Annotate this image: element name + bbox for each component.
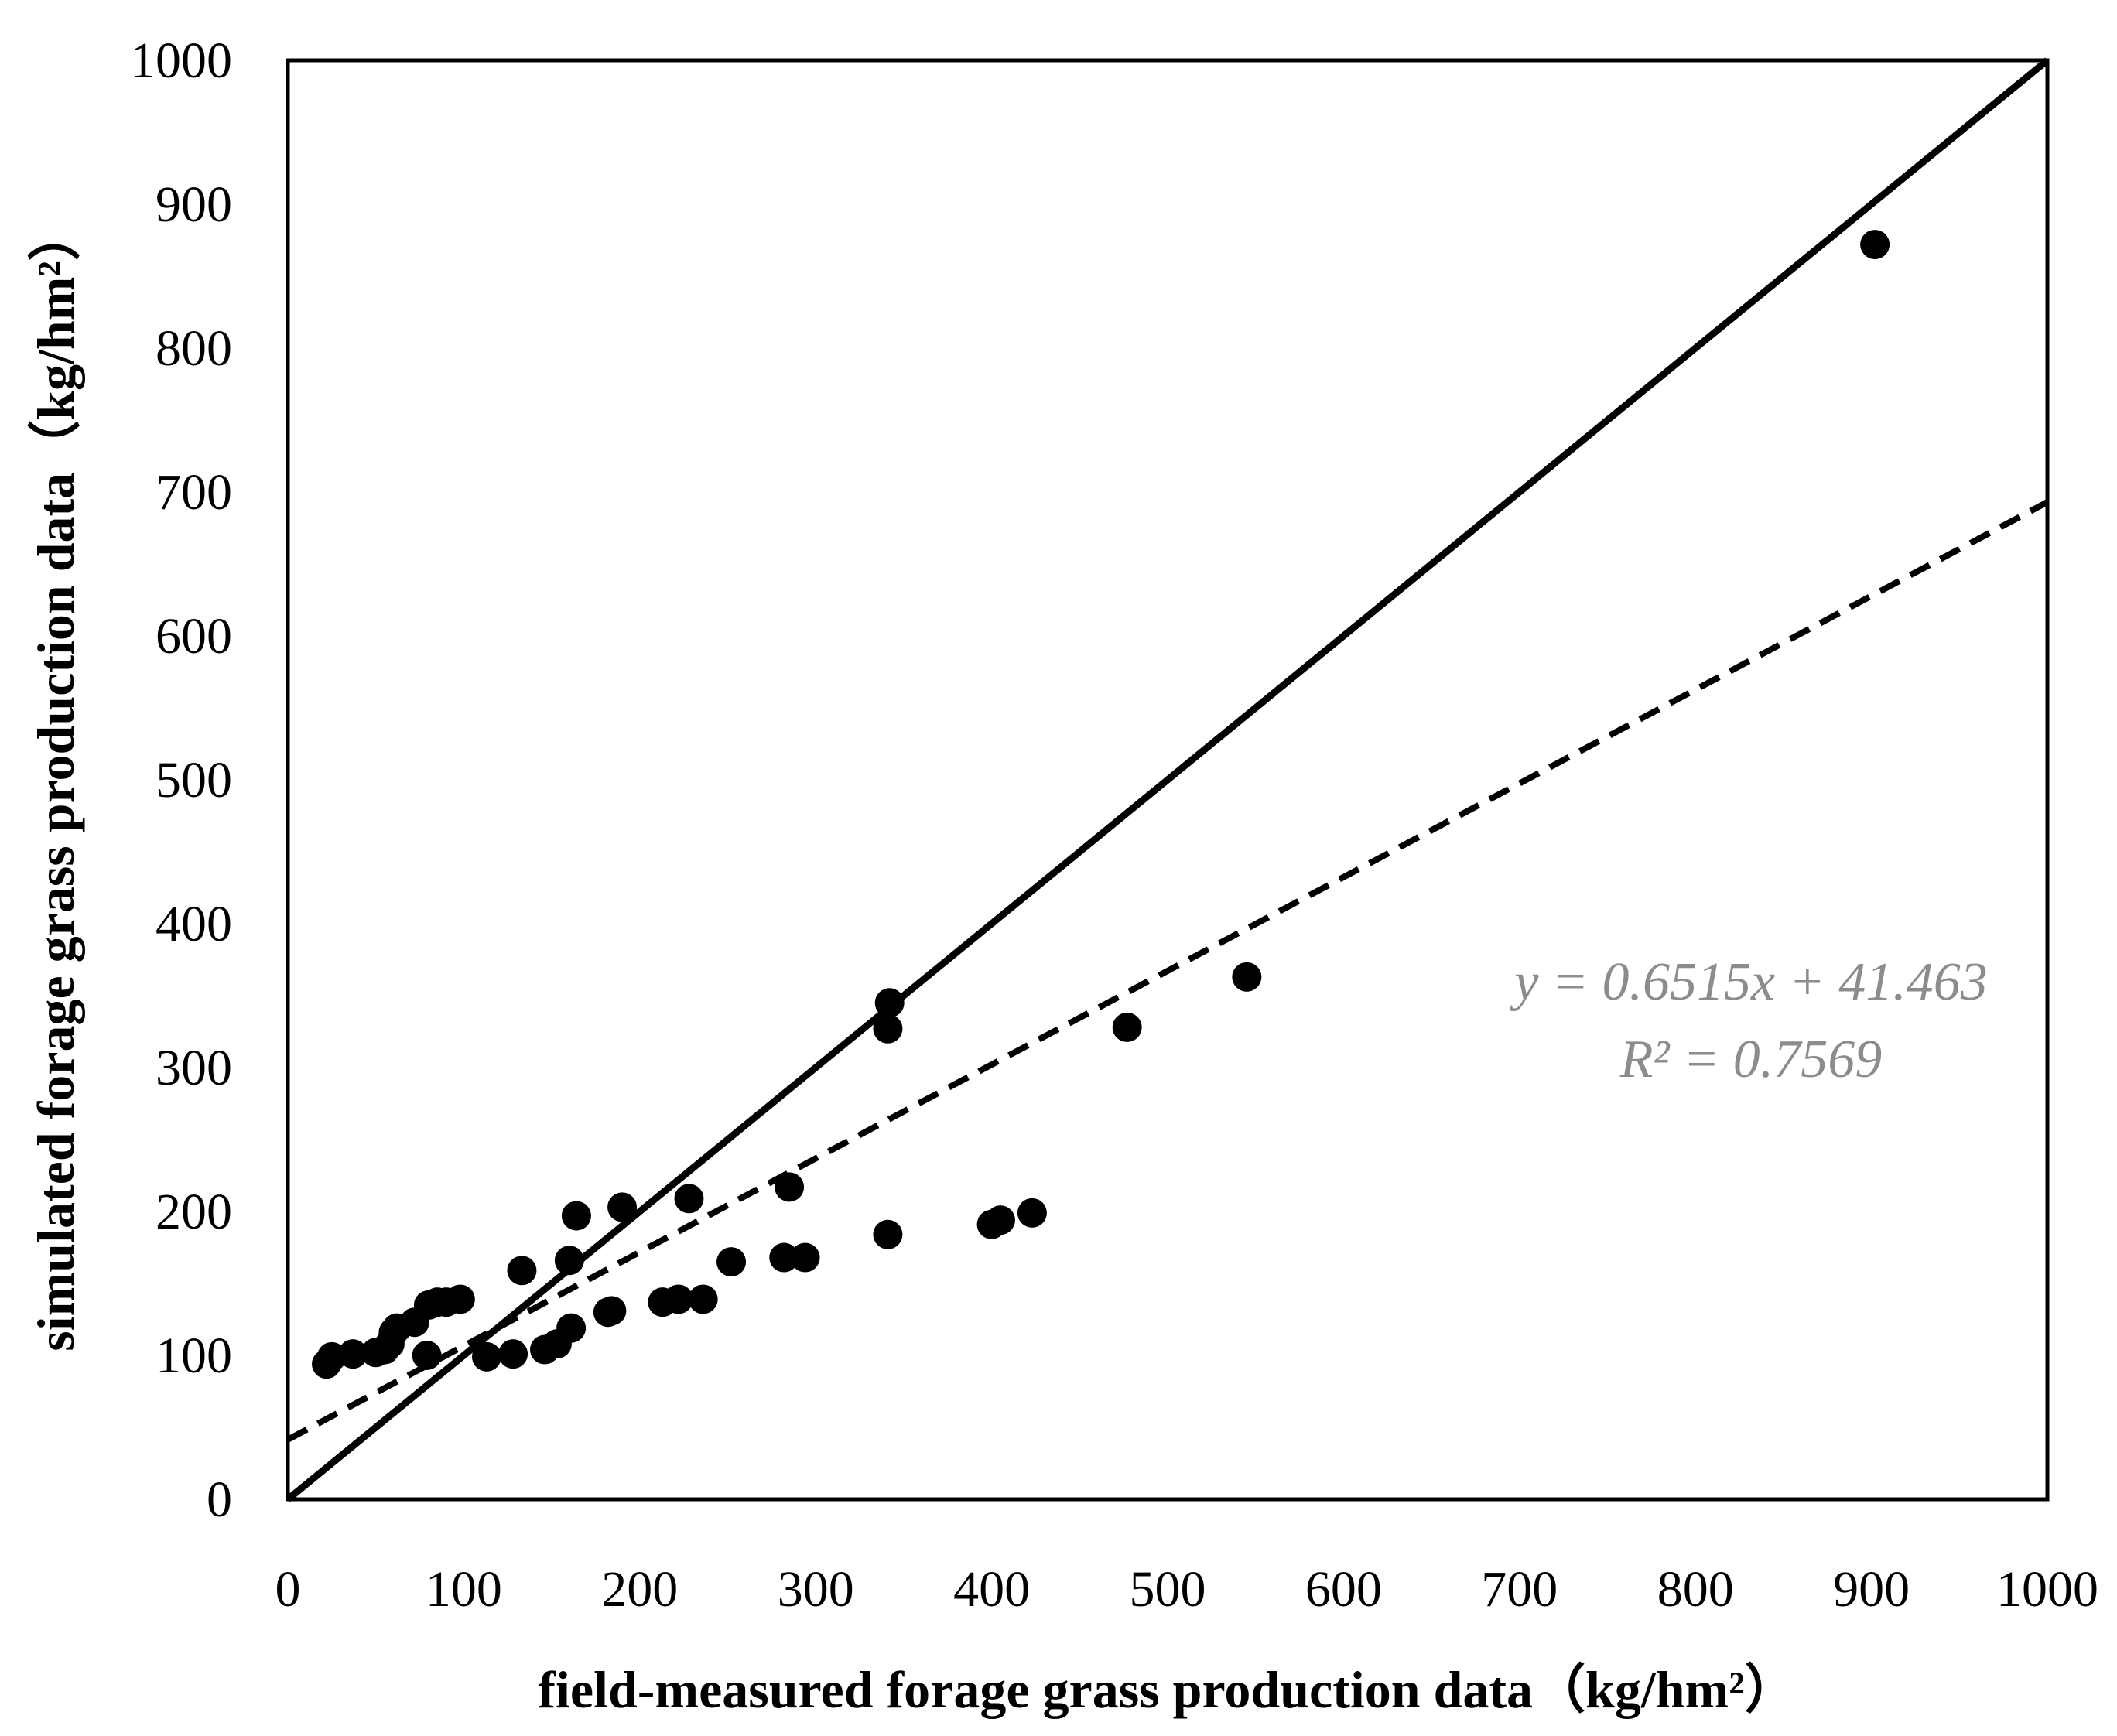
data-point: [498, 1339, 528, 1369]
regression-equation: y = 0.6515x + 41.463: [1510, 952, 1988, 1012]
point-layer: [312, 230, 1890, 1379]
x-tick-label: 0: [275, 1561, 301, 1618]
data-point: [556, 1313, 587, 1343]
y-tick-label: 300: [156, 1040, 232, 1096]
data-point: [445, 1284, 475, 1314]
y-axis-ticks: 0 100 200 300 400 500 600 700 800 900 1000: [130, 32, 232, 1528]
data-point: [554, 1246, 584, 1276]
y-tick-label: 0: [207, 1471, 232, 1528]
data-point: [412, 1341, 442, 1370]
data-point: [769, 1242, 799, 1273]
y-tick-label: 1000: [130, 32, 232, 89]
y-axis-title: simulated forage grass production data（k…: [26, 208, 85, 1351]
data-point: [873, 1013, 903, 1044]
data-point: [607, 1192, 638, 1222]
data-point: [790, 1242, 820, 1273]
data-point: [1017, 1198, 1047, 1228]
x-tick-label: 500: [1130, 1561, 1206, 1618]
x-axis-ticks: 0 100 200 300 400 500 600 700 800 900 1000: [275, 1561, 2099, 1618]
x-axis-title: field-measured forage grass production d…: [538, 1660, 1797, 1719]
data-point: [985, 1205, 1015, 1235]
data-point: [507, 1256, 537, 1286]
y-tick-label: 600: [156, 608, 232, 665]
data-point: [597, 1296, 627, 1326]
data-point: [471, 1341, 501, 1372]
x-tick-label: 400: [953, 1561, 1030, 1618]
y-tick-label: 500: [156, 752, 232, 808]
y-tick-label: 800: [156, 320, 232, 377]
y-tick-label: 900: [156, 176, 232, 233]
plot-area-border: [286, 58, 2050, 1502]
x-tick-label: 900: [1833, 1561, 1910, 1618]
data-point: [1112, 1012, 1142, 1042]
data-point: [663, 1284, 693, 1314]
data-point: [873, 1219, 903, 1249]
data-point: [338, 1339, 368, 1369]
y-tick-label: 100: [156, 1328, 232, 1384]
x-tick-label: 200: [601, 1561, 678, 1618]
data-point: [1860, 230, 1890, 260]
data-point: [1232, 962, 1262, 992]
data-point: [775, 1172, 805, 1202]
y-tick-label: 400: [156, 896, 232, 952]
x-tick-label: 1000: [1996, 1561, 2098, 1618]
y-tick-label: 200: [156, 1184, 232, 1240]
data-point: [674, 1184, 704, 1214]
r-squared: R² = 0.7569: [1619, 1030, 1882, 1089]
y-tick-label: 700: [156, 464, 232, 521]
x-tick-label: 300: [778, 1561, 854, 1618]
data-point: [874, 988, 905, 1018]
x-tick-label: 800: [1657, 1561, 1734, 1618]
x-tick-label: 100: [426, 1561, 502, 1618]
data-point: [716, 1247, 747, 1277]
data-point: [561, 1201, 591, 1231]
fit-line-dashed: [286, 499, 2049, 1443]
x-tick-label: 600: [1305, 1561, 1382, 1618]
x-tick-label: 700: [1481, 1561, 1558, 1618]
data-point: [688, 1284, 718, 1314]
